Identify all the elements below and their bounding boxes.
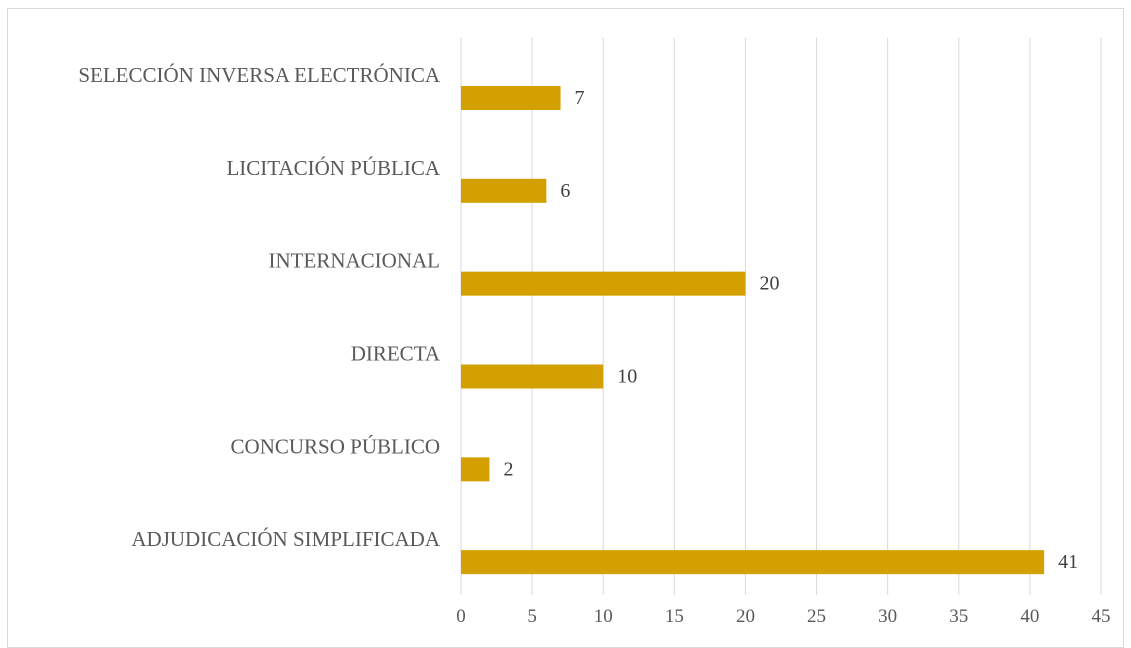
x-tick-label: 25 bbox=[807, 606, 826, 627]
bar bbox=[461, 86, 561, 110]
bar bbox=[461, 550, 1045, 575]
data-label: 6 bbox=[560, 180, 570, 202]
x-tick-label: 0 bbox=[456, 606, 466, 627]
chart-frame bbox=[7, 8, 1124, 648]
category-label: INTERNACIONAL bbox=[269, 249, 440, 273]
category-label: CONCURSO PÚBLICO bbox=[231, 434, 440, 458]
bar bbox=[461, 178, 547, 203]
data-label: 2 bbox=[503, 458, 513, 480]
x-tick-label: 30 bbox=[878, 606, 897, 627]
bars bbox=[461, 86, 1045, 575]
x-tick-labels: 0 5 10 15 20 25 30 35 40 45 bbox=[456, 606, 1110, 627]
x-tick-label: 40 bbox=[1020, 606, 1039, 627]
x-tick-label: 5 bbox=[527, 606, 537, 627]
data-label: 20 bbox=[759, 273, 779, 295]
category-label: SELECCIÓN INVERSA ELECTRÓNICA bbox=[78, 63, 441, 87]
category-labels: SELECCIÓN INVERSA ELECTRÓNICA LICITACIÓN … bbox=[78, 63, 441, 551]
category-label: DIRECTA bbox=[351, 342, 441, 366]
category-label: LICITACIÓN PÚBLICA bbox=[226, 156, 440, 180]
data-label: 41 bbox=[1058, 551, 1078, 573]
data-label: 10 bbox=[617, 366, 637, 388]
category-label: ADJUDICACIÓN SIMPLIFICADA bbox=[131, 527, 440, 551]
bar bbox=[461, 364, 604, 389]
data-label: 7 bbox=[575, 87, 585, 109]
x-tick-label: 10 bbox=[594, 606, 613, 627]
gridlines bbox=[460, 38, 1102, 595]
bar bbox=[461, 457, 490, 482]
bar bbox=[461, 271, 746, 296]
x-tick-label: 15 bbox=[665, 606, 684, 627]
x-tick-label: 45 bbox=[1092, 606, 1111, 627]
x-tick-label: 35 bbox=[949, 606, 968, 627]
x-tick-label: 20 bbox=[736, 606, 755, 627]
data-labels: 7 6 20 10 2 41 bbox=[503, 87, 1078, 573]
